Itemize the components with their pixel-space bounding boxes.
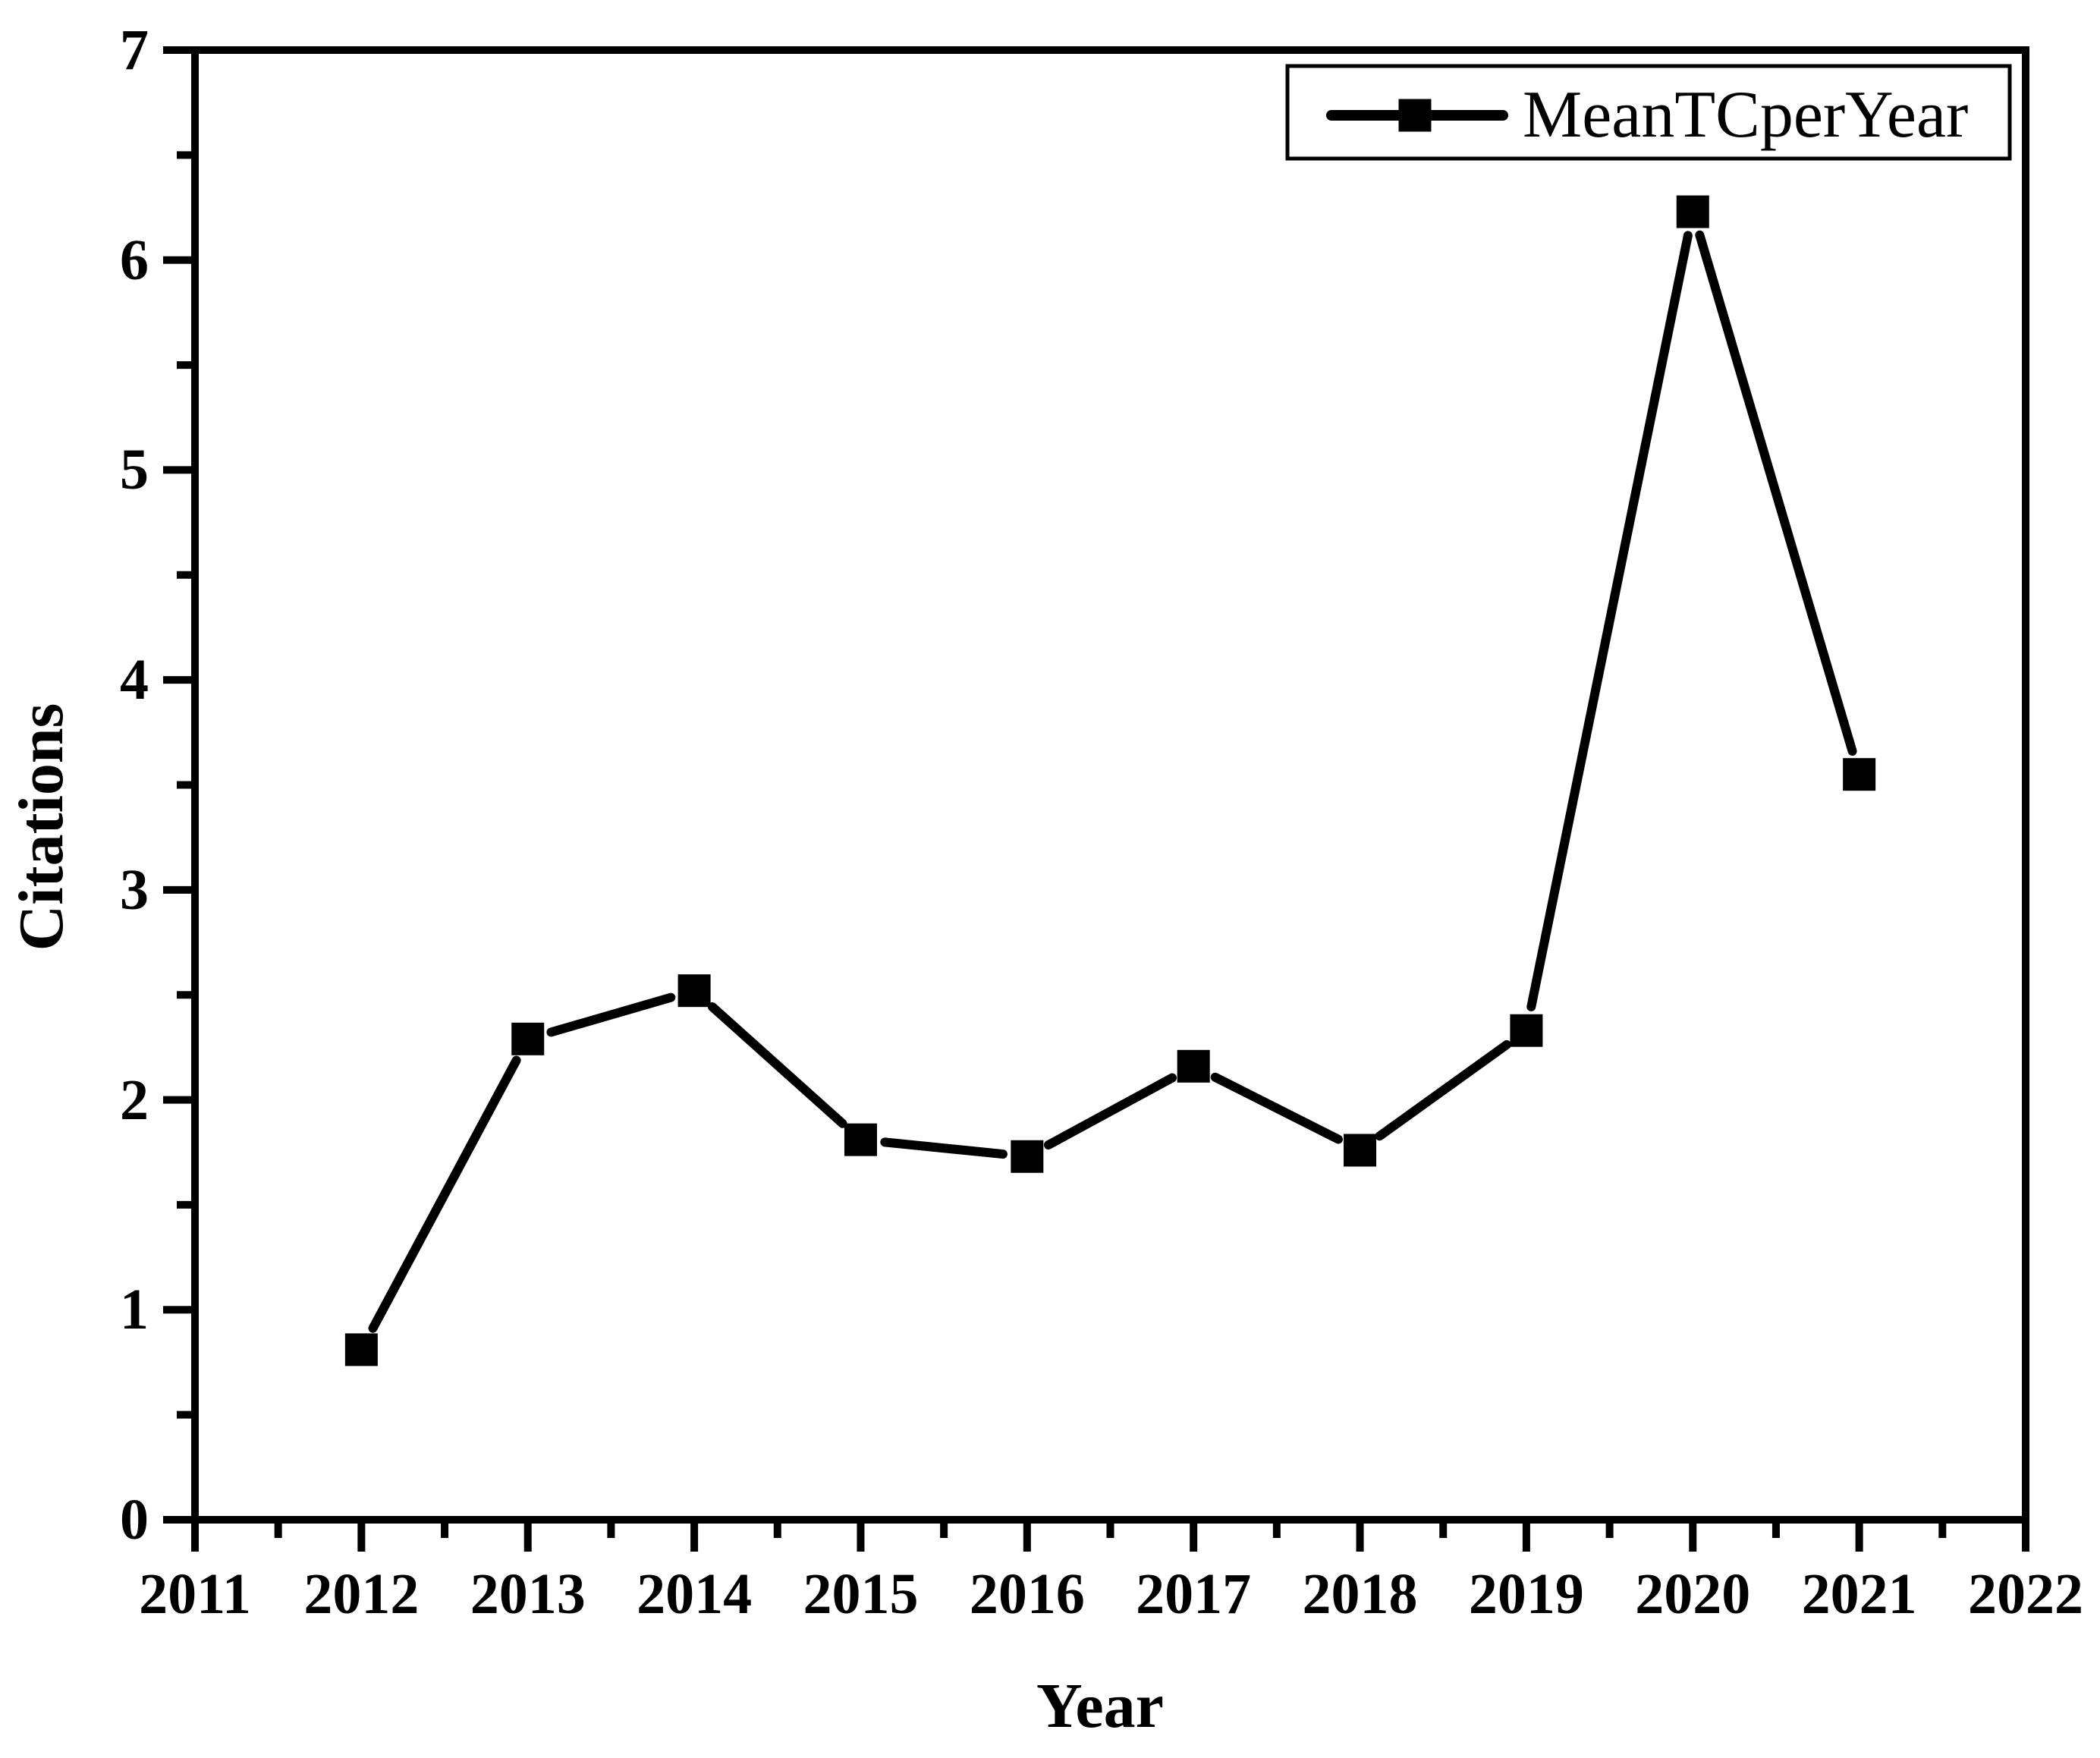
legend-label: MeanTCperYear [1523,78,1969,152]
x-tick-label-2017: 2017 [1136,1562,1252,1626]
x-tick-label-2011: 2011 [139,1562,251,1626]
x-tick-label-2016: 2016 [969,1562,1085,1626]
legend-sample-marker [1398,99,1432,132]
y-tick-label-0: 0 [120,1488,149,1552]
series-segment [1695,230,1857,756]
y-tick-label-3: 3 [120,857,149,922]
legend-box [1285,64,2012,161]
data-point-2014 [677,974,711,1008]
data-point-2020 [1676,195,1709,228]
y-tick-label-4: 4 [120,648,149,712]
x-tick-label-2014: 2014 [637,1562,753,1626]
x-tick-label-2020: 2020 [1635,1562,1751,1626]
x-tick-label-2021: 2021 [1801,1562,1917,1626]
plot-frame [191,46,2029,1524]
series-segment [1043,1073,1177,1150]
x-axis-title: Year [1036,1671,1164,1741]
x-tick-label-2019: 2019 [1468,1562,1584,1626]
series-segment [368,1055,521,1333]
data-point-2015 [844,1123,877,1156]
x-tick-label-2013: 2013 [470,1562,586,1626]
data-point-2021 [1843,758,1876,791]
series-segment [546,992,676,1037]
x-tick-label-2018: 2018 [1302,1562,1418,1626]
y-tick-label-1: 1 [120,1278,149,1342]
data-point-2012 [344,1333,378,1366]
data-point-2017 [1177,1049,1210,1083]
y-tick-label-5: 5 [120,438,149,502]
y-tick-label-6: 6 [120,228,149,292]
series-segment [1210,1072,1343,1144]
y-axis-title: Citations [6,703,77,951]
x-tick-label-2022: 2022 [1968,1562,2083,1626]
data-point-2018 [1344,1134,1377,1167]
data-point-2013 [511,1022,545,1055]
x-tick-label-2015: 2015 [803,1562,919,1626]
data-point-2019 [1510,1014,1543,1047]
x-tick-label-2012: 2012 [303,1562,420,1626]
series-segment [1375,1039,1511,1141]
y-tick-label-7: 7 [120,18,149,82]
data-point-2016 [1011,1140,1044,1173]
series-segment [880,1137,1008,1159]
series-segment [1526,231,1693,1011]
y-tick-label-2: 2 [120,1068,149,1132]
series-segment [707,1002,847,1128]
